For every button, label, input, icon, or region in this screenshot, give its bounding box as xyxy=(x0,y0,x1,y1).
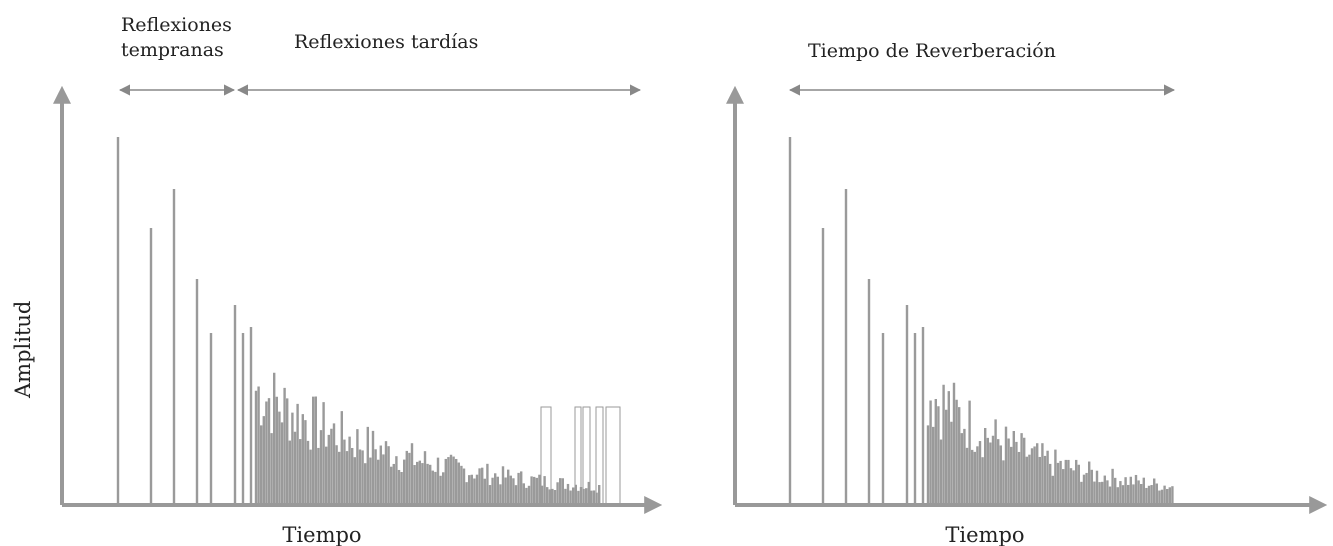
outline-spike xyxy=(595,406,604,503)
left-outline-spikes xyxy=(540,406,621,503)
reverberation-time-label: Tiempo de Reverberación xyxy=(808,40,1056,62)
late-reflections-label: Reflexiones tardías xyxy=(294,31,478,53)
left-panel: Reflexiones tempranas Reflexiones tardía… xyxy=(11,14,663,546)
outline-spike xyxy=(540,406,552,503)
right-x-axis-label: Tiempo xyxy=(945,523,1024,546)
outline-spike xyxy=(582,406,591,503)
right-spikes xyxy=(788,137,1174,503)
y-axis-label: Amplitud xyxy=(11,301,35,399)
left-x-axis-label: Tiempo xyxy=(282,523,361,546)
left-spikes xyxy=(116,137,601,503)
early-reflections-label: Reflexiones tempranas xyxy=(121,14,238,61)
outline-spike xyxy=(605,406,621,503)
outline-spike xyxy=(574,406,582,503)
early-reflections-line-2: tempranas xyxy=(121,39,224,61)
right-panel: Tiempo de Reverberación Tiempo xyxy=(726,40,1328,546)
early-reflections-line-1: Reflexiones xyxy=(121,14,232,36)
